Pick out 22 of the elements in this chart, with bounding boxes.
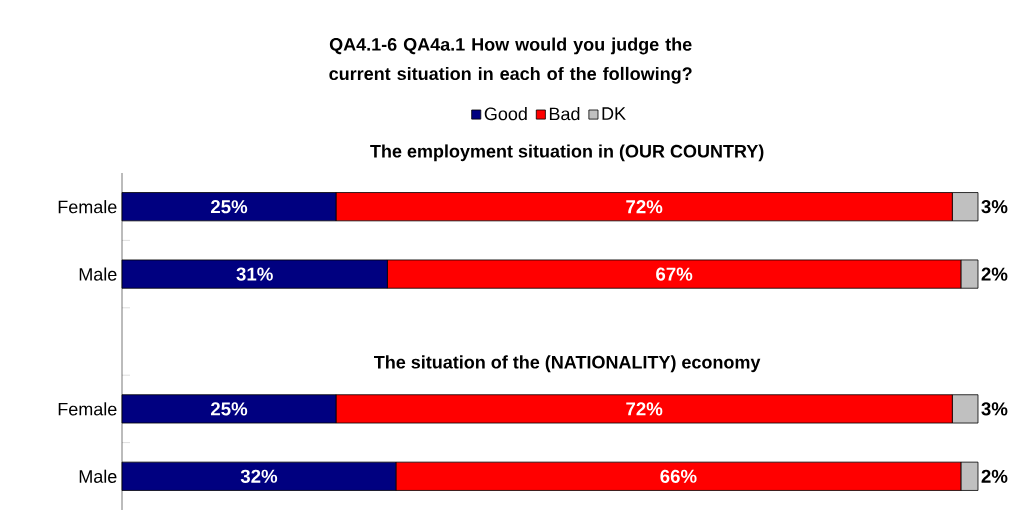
legend-label: Bad [549,107,580,121]
data-label: 72% [626,200,663,214]
data-label: 25% [210,200,248,214]
data-label: 2% [981,469,1008,483]
data-label: 25% [210,402,248,416]
data-label: 67% [656,267,693,281]
chart-title: QA4.1-6 QA4a.1 How would you judge the current situation in each of the following? [329,37,692,84]
data-label: 32% [240,469,278,483]
y-tick-label: Male [79,267,117,281]
annotation: The situation of the (NATIONALITY) economy [374,355,761,373]
legend-label: Good [484,107,527,121]
legend-label: DK [602,107,626,120]
data-label: 2% [981,267,1008,281]
y-tick-label: Female [58,402,117,416]
data-label: 3% [981,402,1008,416]
y-tick-label: Female [58,200,117,214]
y-tick-label: Male [79,469,117,483]
text: The employment situation in (OUR COUNTRY) [370,144,764,162]
data-label: 72% [626,402,663,416]
data-label: 31% [236,267,273,281]
data-label: 3% [981,200,1008,214]
data-label: 66% [660,469,697,483]
